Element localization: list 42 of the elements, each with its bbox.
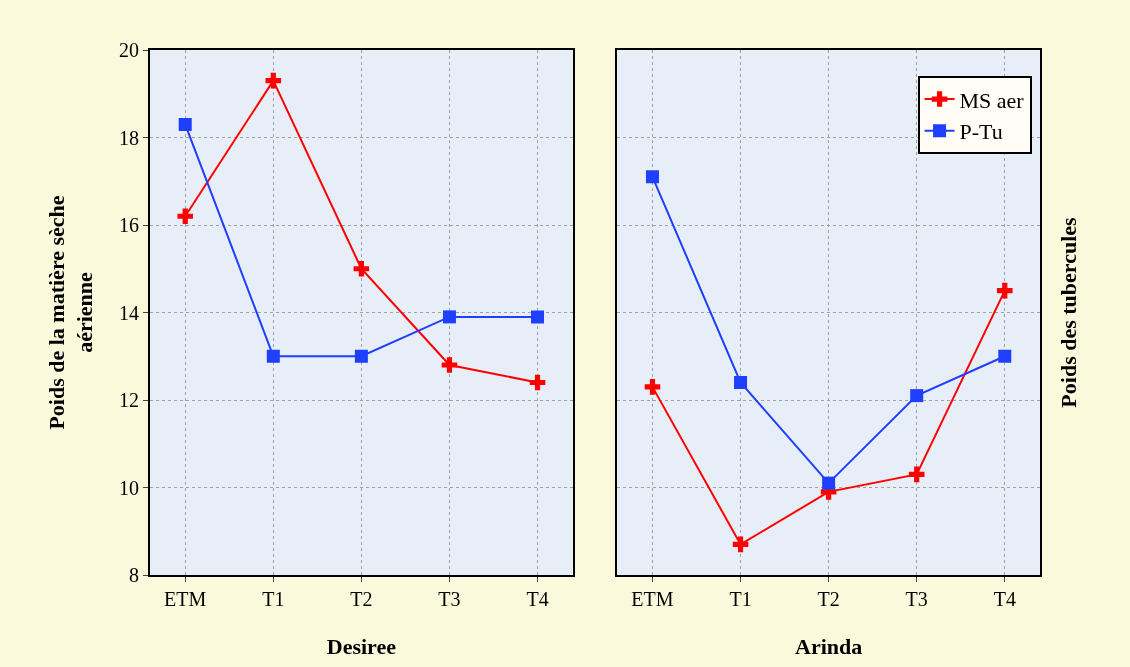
x-tick-label: T4 <box>526 588 549 610</box>
x-tick-label: T4 <box>993 588 1016 610</box>
x-axis-title: Arinda <box>795 634 863 660</box>
point <box>265 72 282 89</box>
x-tick-label: T3 <box>905 588 928 610</box>
point <box>354 349 368 363</box>
x-axis-title: Desiree <box>326 634 397 660</box>
point <box>178 117 192 131</box>
y-tick-label: 10 <box>119 476 139 499</box>
point <box>353 260 370 277</box>
y-tick-label: 14 <box>119 301 139 324</box>
point <box>531 310 545 324</box>
point <box>822 476 836 490</box>
x-tick-label: ETM <box>164 588 207 610</box>
point <box>441 357 458 373</box>
y-axis-title: Poids de la matière sèche aérienne <box>43 195 98 430</box>
point <box>645 170 659 184</box>
point <box>177 208 194 225</box>
x-tick-label: T1 <box>262 588 285 610</box>
point <box>732 536 749 553</box>
point <box>644 379 661 395</box>
point <box>734 376 748 389</box>
y-tick-label: 8 <box>129 564 139 586</box>
x-tick-label: ETM <box>631 588 674 610</box>
point <box>910 389 924 403</box>
y-tick-label: 20 <box>119 39 139 61</box>
y-axis-title: Poids des tubercules <box>1056 216 1082 408</box>
point <box>998 349 1012 363</box>
point <box>266 349 280 363</box>
x-tick-label: T2 <box>350 588 373 610</box>
point <box>529 374 546 391</box>
legend-label: MS aer <box>959 87 1025 113</box>
x-tick-label: T3 <box>438 588 461 610</box>
legend-label: P-Tu <box>959 119 1003 145</box>
point <box>996 282 1013 299</box>
point <box>442 310 456 324</box>
y-tick-label: 16 <box>119 214 139 236</box>
x-tick-label: T1 <box>729 588 752 610</box>
x-tick-label: T2 <box>817 588 840 610</box>
y-tick-label: 18 <box>119 126 139 149</box>
y-tick-label: 12 <box>119 389 139 411</box>
point <box>908 466 925 483</box>
